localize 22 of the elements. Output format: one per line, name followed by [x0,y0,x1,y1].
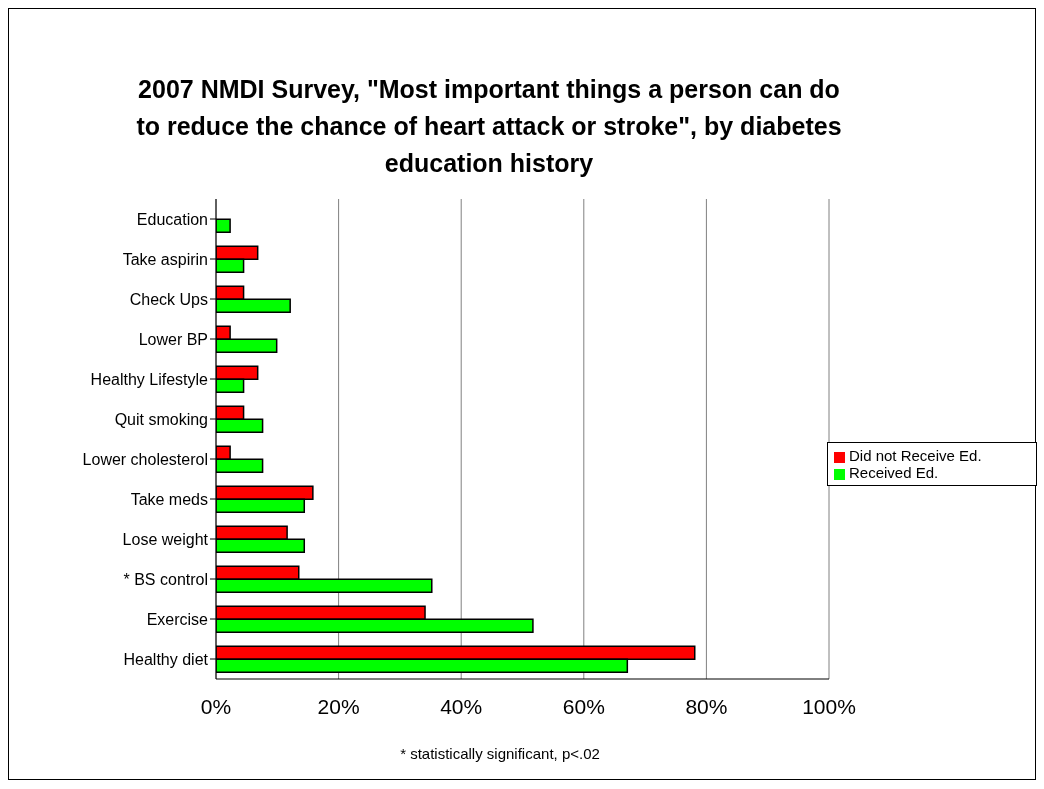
x-tick-label: 0% [200,694,232,718]
x-tick-label: 80% [685,694,728,718]
y-tick-label: Quit smoking [114,410,208,428]
y-tick-label: Take meds [130,490,208,508]
y-tick-label: Lower cholesterol [82,450,208,468]
x-tick-label: 60% [562,694,605,718]
x-tick-label: 20% [317,694,360,718]
legend-label: Received Ed. [849,464,939,481]
y-tick-label: Take aspirin [122,250,208,268]
y-tick-label: * BS control [123,570,208,588]
y-tick-label: Check Ups [129,290,208,308]
chart-title: 2007 NMDI Survey, "Most important things a person can do to reduce the chance of heart attack or stroke", by diabetes education history [135,74,843,179]
legend-label: Did not Receive Ed. [849,447,982,464]
y-tick-label: Lower BP [138,330,208,348]
y-tick-label: Healthy Lifestyle [90,370,209,388]
y-tick-label: Exercise [146,610,209,628]
y-tick-label: Lose weight [122,530,209,548]
y-tick-label: Healthy diet [123,650,209,668]
text: * statistically significant, p<.02 [399,745,601,762]
x-tick-label: 40% [440,694,483,718]
y-tick-label: Education [136,210,208,228]
x-tick-label: 100% [802,694,856,718]
